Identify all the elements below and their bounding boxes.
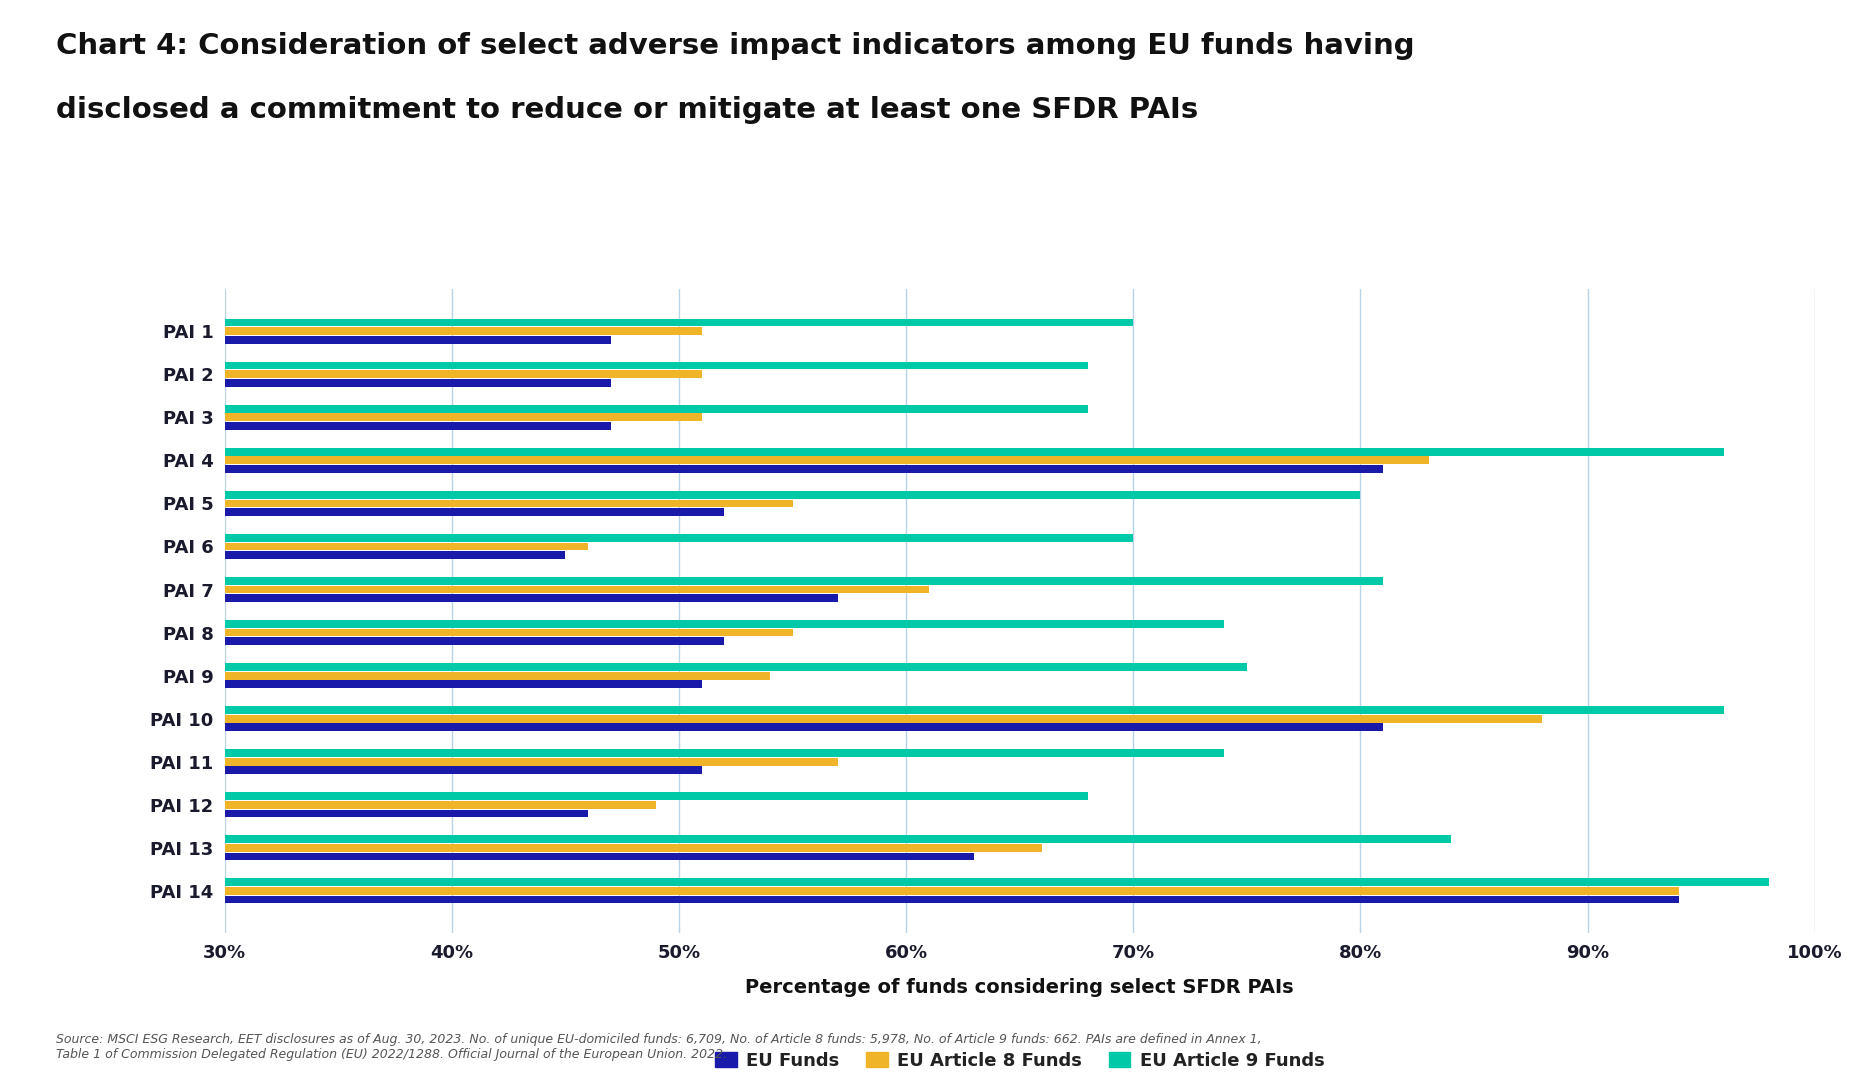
Bar (225, 801, 657, 808)
Bar (225, 551, 565, 559)
Bar (225, 681, 702, 688)
Bar (225, 749, 1224, 757)
Bar (225, 577, 1383, 584)
Text: Source: MSCI ESG Research, EET disclosures as of Aug. 30, 2023. No. of unique EU: Source: MSCI ESG Research, EET disclosur… (56, 1033, 1261, 1061)
Bar (225, 336, 610, 344)
Bar (225, 327, 702, 336)
Bar (225, 448, 1723, 456)
Text: Chart 4: Consideration of select adverse impact indicators among EU funds having: Chart 4: Consideration of select adverse… (56, 32, 1414, 60)
Bar (225, 878, 1770, 887)
Bar (225, 664, 1246, 671)
X-axis label: Percentage of funds considering select SFDR PAIs: Percentage of funds considering select S… (745, 979, 1295, 997)
Legend: EU Funds, EU Article 8 Funds, EU Article 9 Funds: EU Funds, EU Article 8 Funds, EU Article… (707, 1044, 1332, 1072)
Text: disclosed a commitment to reduce or mitigate at least one SFDR PAIs: disclosed a commitment to reduce or miti… (56, 96, 1199, 124)
Bar (225, 706, 1723, 714)
Bar (225, 318, 1134, 327)
Bar (225, 887, 1678, 895)
Bar (225, 792, 1087, 800)
Bar (225, 585, 928, 594)
Bar (225, 895, 1678, 904)
Bar (225, 672, 769, 680)
Bar (225, 405, 1087, 413)
Bar (225, 844, 1042, 852)
Bar (225, 809, 587, 817)
Bar (225, 542, 587, 550)
Bar (225, 361, 1087, 370)
Bar (225, 620, 1224, 628)
Bar (225, 758, 838, 765)
Bar (225, 766, 702, 774)
Bar (225, 508, 724, 516)
Bar (225, 370, 702, 378)
Bar (225, 638, 724, 645)
Bar (225, 852, 975, 861)
Bar (225, 491, 1360, 498)
Bar (225, 379, 610, 387)
Bar (225, 715, 1542, 723)
Bar (225, 724, 1383, 731)
Bar (225, 534, 1134, 541)
Bar (225, 414, 702, 421)
Bar (225, 628, 793, 637)
Bar (225, 422, 610, 430)
Bar (225, 457, 1429, 464)
Bar (225, 594, 838, 602)
Bar (225, 500, 793, 507)
Bar (225, 835, 1452, 843)
Bar (225, 465, 1383, 473)
